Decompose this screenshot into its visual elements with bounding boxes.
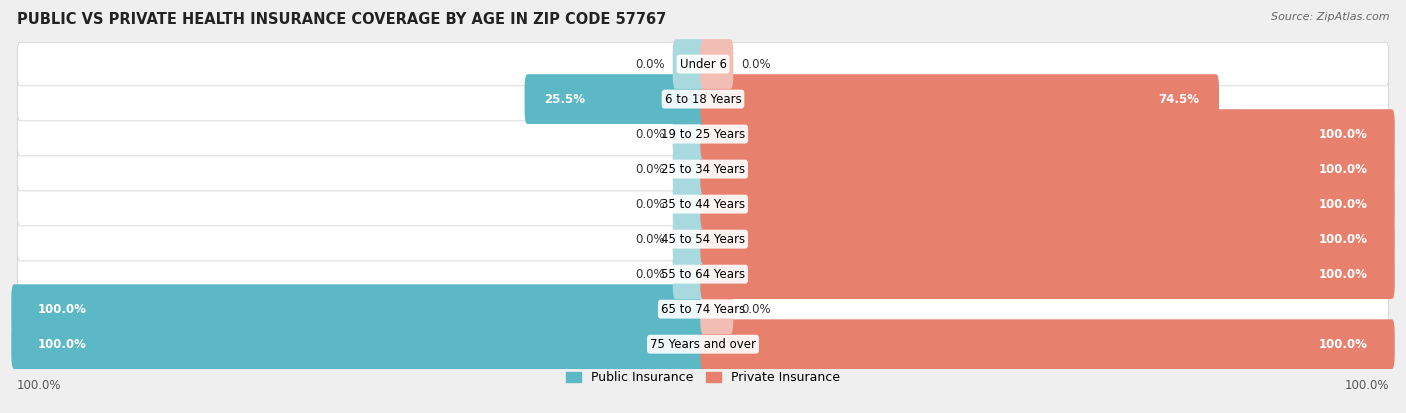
FancyBboxPatch shape <box>700 74 1219 124</box>
Text: 0.0%: 0.0% <box>636 268 665 281</box>
FancyBboxPatch shape <box>17 252 1389 296</box>
Text: 0.0%: 0.0% <box>636 198 665 211</box>
FancyBboxPatch shape <box>672 144 706 194</box>
Text: 100.0%: 100.0% <box>38 338 87 351</box>
FancyBboxPatch shape <box>700 284 734 334</box>
FancyBboxPatch shape <box>700 144 1395 194</box>
FancyBboxPatch shape <box>672 39 706 89</box>
Text: 55 to 64 Years: 55 to 64 Years <box>661 268 745 281</box>
Text: 100.0%: 100.0% <box>1319 198 1368 211</box>
FancyBboxPatch shape <box>700 179 1395 229</box>
Text: 100.0%: 100.0% <box>1319 338 1368 351</box>
Text: 0.0%: 0.0% <box>741 303 770 316</box>
Text: Source: ZipAtlas.com: Source: ZipAtlas.com <box>1271 12 1389 22</box>
FancyBboxPatch shape <box>700 319 1395 369</box>
FancyBboxPatch shape <box>700 39 734 89</box>
Text: 100.0%: 100.0% <box>1319 268 1368 281</box>
FancyBboxPatch shape <box>17 112 1389 156</box>
Text: 0.0%: 0.0% <box>636 57 665 71</box>
Text: 35 to 44 Years: 35 to 44 Years <box>661 198 745 211</box>
FancyBboxPatch shape <box>17 217 1389 261</box>
Text: 25.5%: 25.5% <box>544 93 585 106</box>
Text: 100.0%: 100.0% <box>38 303 87 316</box>
FancyBboxPatch shape <box>672 109 706 159</box>
FancyBboxPatch shape <box>17 182 1389 226</box>
Text: 100.0%: 100.0% <box>17 380 62 392</box>
Text: 45 to 54 Years: 45 to 54 Years <box>661 233 745 246</box>
Text: Under 6: Under 6 <box>679 57 727 71</box>
FancyBboxPatch shape <box>672 214 706 264</box>
FancyBboxPatch shape <box>17 147 1389 191</box>
Text: 0.0%: 0.0% <box>741 57 770 71</box>
FancyBboxPatch shape <box>11 319 706 369</box>
Text: 25 to 34 Years: 25 to 34 Years <box>661 163 745 176</box>
Text: 0.0%: 0.0% <box>636 233 665 246</box>
FancyBboxPatch shape <box>700 249 1395 299</box>
Text: PUBLIC VS PRIVATE HEALTH INSURANCE COVERAGE BY AGE IN ZIP CODE 57767: PUBLIC VS PRIVATE HEALTH INSURANCE COVER… <box>17 12 666 27</box>
FancyBboxPatch shape <box>672 179 706 229</box>
Text: 6 to 18 Years: 6 to 18 Years <box>665 93 741 106</box>
FancyBboxPatch shape <box>17 287 1389 331</box>
FancyBboxPatch shape <box>524 74 706 124</box>
Text: 65 to 74 Years: 65 to 74 Years <box>661 303 745 316</box>
FancyBboxPatch shape <box>17 77 1389 121</box>
FancyBboxPatch shape <box>700 214 1395 264</box>
Text: 100.0%: 100.0% <box>1319 233 1368 246</box>
Text: 0.0%: 0.0% <box>636 163 665 176</box>
Text: 74.5%: 74.5% <box>1159 93 1199 106</box>
FancyBboxPatch shape <box>672 249 706 299</box>
Text: 100.0%: 100.0% <box>1319 128 1368 140</box>
FancyBboxPatch shape <box>700 109 1395 159</box>
FancyBboxPatch shape <box>11 284 706 334</box>
FancyBboxPatch shape <box>17 42 1389 86</box>
Text: 19 to 25 Years: 19 to 25 Years <box>661 128 745 140</box>
FancyBboxPatch shape <box>17 323 1389 366</box>
Text: 0.0%: 0.0% <box>636 128 665 140</box>
Text: 75 Years and over: 75 Years and over <box>650 338 756 351</box>
Legend: Public Insurance, Private Insurance: Public Insurance, Private Insurance <box>561 366 845 389</box>
Text: 100.0%: 100.0% <box>1319 163 1368 176</box>
Text: 100.0%: 100.0% <box>1344 380 1389 392</box>
